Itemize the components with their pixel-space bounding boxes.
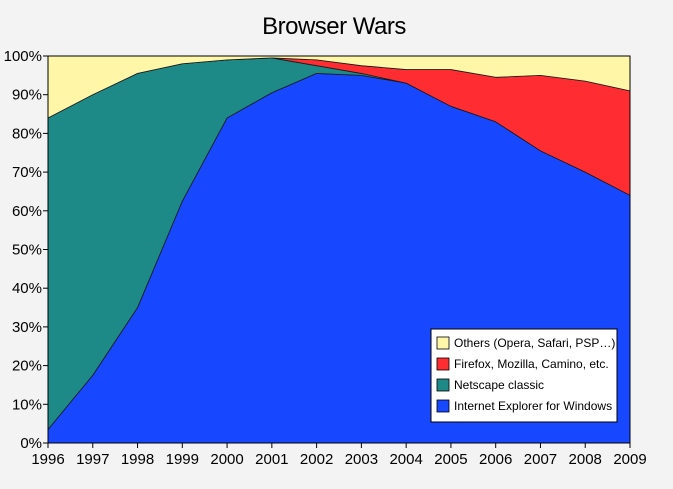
x-tick-label: 2006 [479,451,512,468]
y-tick-label: 60% [12,203,42,220]
legend-label-others-opera-safari-psp: Others (Opera, Safari, PSP…) [454,336,615,350]
y-tick-label: 50% [12,242,42,259]
x-tick-label: 1999 [166,451,199,468]
legend-swatch-firefox-mozilla-camino-etc [436,357,450,371]
axes: 0% 10% 20% 30% 40% 50% 60% 70% 80% 90% 100% 1996 199… [4,48,647,468]
y-tick-label: 20% [12,358,42,375]
y-tick-label: 40% [12,280,42,297]
x-tick-label: 1998 [121,451,154,468]
y-tick-label: 90% [12,87,42,104]
legend-label-internet-explorer-for-windows: Internet Explorer for Windows [454,399,612,413]
legend-swatch-netscape-classic [436,378,450,392]
legend-swatch-internet-explorer-for-windows [436,399,450,413]
legend: Others (Opera, Safari, PSP…) Firefox, Moz… [430,328,618,423]
x-tick-label: 2008 [569,451,602,468]
x-tick-label: 2003 [345,451,378,468]
x-tick-label: 1996 [31,451,64,468]
y-tick-label: 70% [12,164,42,181]
legend-label-firefox-mozilla-camino-etc: Firefox, Mozilla, Camino, etc. [454,357,609,371]
y-tick-label: 0% [20,435,42,452]
legend-box [430,328,618,423]
chart-title: Browser Wars [262,13,406,40]
y-tick-label: 80% [12,125,42,142]
x-tick-label: 2005 [434,451,467,468]
y-tick-label: 10% [12,396,42,413]
x-tick-label: 2001 [255,451,288,468]
legend-swatch-others-opera-safari-psp [436,336,450,350]
x-tick-label: 2009 [613,451,646,468]
x-tick-label: 2004 [389,451,422,468]
x-tick-label: 2000 [210,451,243,468]
x-tick-label: 2002 [300,451,333,468]
y-tick-label: 30% [12,319,42,336]
y-tick-label: 100% [4,48,42,65]
legend-label-netscape-classic: Netscape classic [454,378,544,392]
x-tick-label: 2007 [524,451,557,468]
x-tick-label: 1997 [76,451,109,468]
